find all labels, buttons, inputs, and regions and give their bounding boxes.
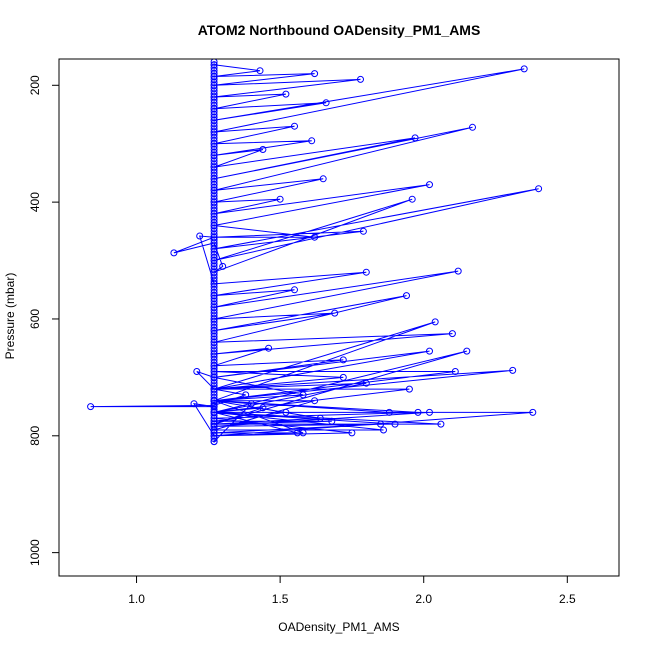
data-point — [339, 356, 347, 364]
data-point — [509, 366, 517, 374]
data-point — [291, 122, 298, 130]
data-point — [87, 403, 95, 411]
data-point — [411, 134, 419, 142]
data-point — [259, 146, 267, 153]
data-point — [308, 137, 316, 145]
data-point — [377, 420, 385, 428]
data-point — [520, 65, 528, 73]
data-point — [431, 318, 439, 326]
data-point — [437, 420, 445, 428]
data-point — [380, 426, 387, 434]
data-point — [276, 195, 284, 203]
y-tick-label: 200 — [28, 75, 42, 95]
data-point — [454, 267, 462, 275]
data-point — [469, 123, 476, 131]
data-point — [362, 268, 370, 276]
data-point — [391, 420, 399, 428]
data-point — [322, 99, 330, 107]
data-point — [339, 373, 347, 381]
data-point — [256, 67, 264, 75]
y-axis: 200 400 600 800 1000 — [28, 75, 59, 566]
data-point — [265, 344, 273, 352]
data-point — [170, 249, 178, 257]
data-point — [319, 175, 327, 183]
data-point — [535, 185, 543, 193]
data-point — [219, 262, 227, 270]
data-point — [328, 417, 336, 425]
data-point — [190, 400, 198, 408]
data-point — [408, 195, 416, 203]
data-point — [403, 292, 410, 300]
data-point — [357, 75, 364, 83]
data-point — [359, 227, 367, 235]
data-point — [426, 347, 433, 355]
chart-title: ATOM2 Northbound OADensity_PM1_AMS — [198, 22, 481, 38]
data-point — [282, 408, 290, 416]
y-tick-label: 600 — [28, 309, 42, 329]
data-point — [259, 404, 267, 412]
y-tick-label: 800 — [28, 425, 42, 445]
data-point — [451, 368, 459, 375]
data-point — [299, 391, 307, 399]
data-point — [311, 70, 319, 78]
data-point — [529, 408, 537, 416]
data-point — [362, 379, 370, 387]
data-point — [311, 233, 319, 241]
data-point — [316, 414, 324, 422]
data-point — [242, 391, 250, 399]
y-axis-label: Pressure (mbar) — [3, 273, 17, 360]
data-point — [385, 408, 393, 416]
y-tick-label: 400 — [28, 192, 42, 212]
data-point — [463, 347, 471, 355]
data-point — [331, 309, 339, 317]
x-tick-label: 2.5 — [559, 592, 576, 606]
data-point — [299, 429, 307, 437]
data-point — [448, 330, 456, 338]
data-point — [291, 286, 298, 294]
data-point — [282, 90, 290, 98]
plot-area — [87, 59, 543, 446]
x-axis-label: OADensity_PM1_AMS — [278, 620, 399, 634]
data-point — [405, 385, 413, 393]
series-line — [90, 64, 539, 442]
data-point — [196, 232, 204, 240]
baseline-point — [210, 438, 218, 446]
x-axis: 1.0 1.5 2.0 2.5 — [128, 576, 576, 606]
x-tick-label: 1.5 — [272, 592, 289, 606]
data-point — [426, 181, 433, 189]
data-point — [247, 400, 255, 408]
y-tick-label: 1000 — [28, 539, 42, 566]
x-tick-label: 2.0 — [415, 592, 432, 606]
data-point — [311, 397, 319, 405]
data-point — [348, 429, 356, 437]
baseline-point — [210, 435, 218, 443]
data-point — [426, 408, 433, 416]
data-point — [414, 408, 422, 416]
data-point — [193, 368, 201, 375]
plot-frame — [58, 58, 620, 577]
x-tick-label: 1.0 — [128, 592, 145, 606]
